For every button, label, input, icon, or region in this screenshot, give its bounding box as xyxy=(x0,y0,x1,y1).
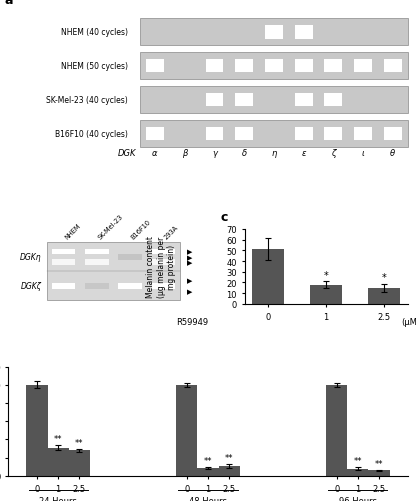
Text: (μM): (μM) xyxy=(401,318,416,327)
Text: NHEM (40 cycles): NHEM (40 cycles) xyxy=(61,28,128,37)
Bar xyxy=(85,260,109,265)
Bar xyxy=(151,283,175,290)
Text: ▶: ▶ xyxy=(187,278,192,284)
Bar xyxy=(295,94,312,107)
Bar xyxy=(384,60,402,73)
Text: **: ** xyxy=(75,438,84,447)
Bar xyxy=(354,127,372,141)
Bar xyxy=(140,87,408,114)
Bar xyxy=(265,26,283,40)
Bar xyxy=(52,260,75,265)
Text: ▶: ▶ xyxy=(187,255,192,261)
Bar xyxy=(235,94,253,107)
Text: ι: ι xyxy=(362,149,364,158)
Bar xyxy=(295,127,312,141)
Bar xyxy=(146,127,164,141)
Bar xyxy=(119,283,141,290)
Bar xyxy=(151,260,175,265)
Bar xyxy=(140,121,408,147)
Text: DGKζ: DGKζ xyxy=(21,282,42,291)
Bar xyxy=(52,249,75,255)
Text: **: ** xyxy=(54,434,62,443)
Text: 24 Hours: 24 Hours xyxy=(39,496,77,501)
Bar xyxy=(326,385,347,476)
Bar xyxy=(324,127,342,141)
Bar xyxy=(151,249,175,255)
Text: **: ** xyxy=(354,456,362,465)
Bar xyxy=(47,448,69,476)
Bar xyxy=(47,243,180,301)
Bar xyxy=(265,60,283,73)
Bar xyxy=(384,127,402,141)
Text: SK-Mel-23 (40 cycles): SK-Mel-23 (40 cycles) xyxy=(46,96,128,105)
Text: NHEM: NHEM xyxy=(64,222,82,240)
Bar xyxy=(27,385,47,476)
Bar xyxy=(235,127,253,141)
Text: *: * xyxy=(382,273,386,283)
Bar xyxy=(368,288,400,304)
Text: **: ** xyxy=(225,453,233,462)
Text: β: β xyxy=(182,149,187,158)
Text: ▶: ▶ xyxy=(187,249,192,255)
Text: DGK: DGK xyxy=(118,149,136,158)
Bar xyxy=(140,53,408,80)
Text: ε: ε xyxy=(301,149,306,158)
Text: **: ** xyxy=(204,456,212,465)
Text: R59949: R59949 xyxy=(176,318,208,327)
Bar xyxy=(85,283,109,290)
Bar xyxy=(295,60,312,73)
Text: 48 Hours: 48 Hours xyxy=(189,496,227,501)
Y-axis label: Melanin content
(μg melanin per
mg protein): Melanin content (μg melanin per mg prote… xyxy=(146,236,176,298)
Bar xyxy=(252,249,284,304)
Text: η: η xyxy=(271,149,277,158)
Text: **: ** xyxy=(375,459,383,468)
Bar xyxy=(146,60,164,73)
Bar xyxy=(198,468,218,476)
Text: SK-Mel-23: SK-Mel-23 xyxy=(97,213,124,240)
Text: DGKη: DGKη xyxy=(20,253,42,262)
Text: γ: γ xyxy=(212,149,217,158)
Text: ▶: ▶ xyxy=(187,260,192,266)
Bar xyxy=(369,470,389,476)
Bar xyxy=(324,60,342,73)
Bar xyxy=(354,60,372,73)
Bar xyxy=(310,285,342,304)
Bar xyxy=(295,26,312,40)
Text: ▶: ▶ xyxy=(187,289,192,295)
Bar xyxy=(176,385,198,476)
Bar xyxy=(52,283,75,290)
Bar xyxy=(218,466,240,476)
Text: c: c xyxy=(220,210,228,223)
Bar xyxy=(140,20,408,46)
Text: 293A: 293A xyxy=(163,223,179,240)
Bar xyxy=(347,468,369,476)
Text: NHEM (50 cycles): NHEM (50 cycles) xyxy=(61,62,128,71)
Text: B16F10: B16F10 xyxy=(130,218,152,240)
Bar xyxy=(235,60,253,73)
Text: B16F10 (40 cycles): B16F10 (40 cycles) xyxy=(55,129,128,138)
Bar xyxy=(119,254,141,261)
Bar xyxy=(69,450,90,476)
Text: *: * xyxy=(324,270,329,280)
Bar xyxy=(206,94,223,107)
Text: α: α xyxy=(152,149,158,158)
Bar xyxy=(85,249,109,255)
Text: 96 Hours: 96 Hours xyxy=(339,496,377,501)
Bar xyxy=(206,127,223,141)
Bar xyxy=(206,60,223,73)
Bar xyxy=(324,94,342,107)
Text: a: a xyxy=(4,0,13,7)
Text: ζ: ζ xyxy=(331,149,336,158)
Text: δ: δ xyxy=(242,149,247,158)
Text: θ: θ xyxy=(390,149,395,158)
